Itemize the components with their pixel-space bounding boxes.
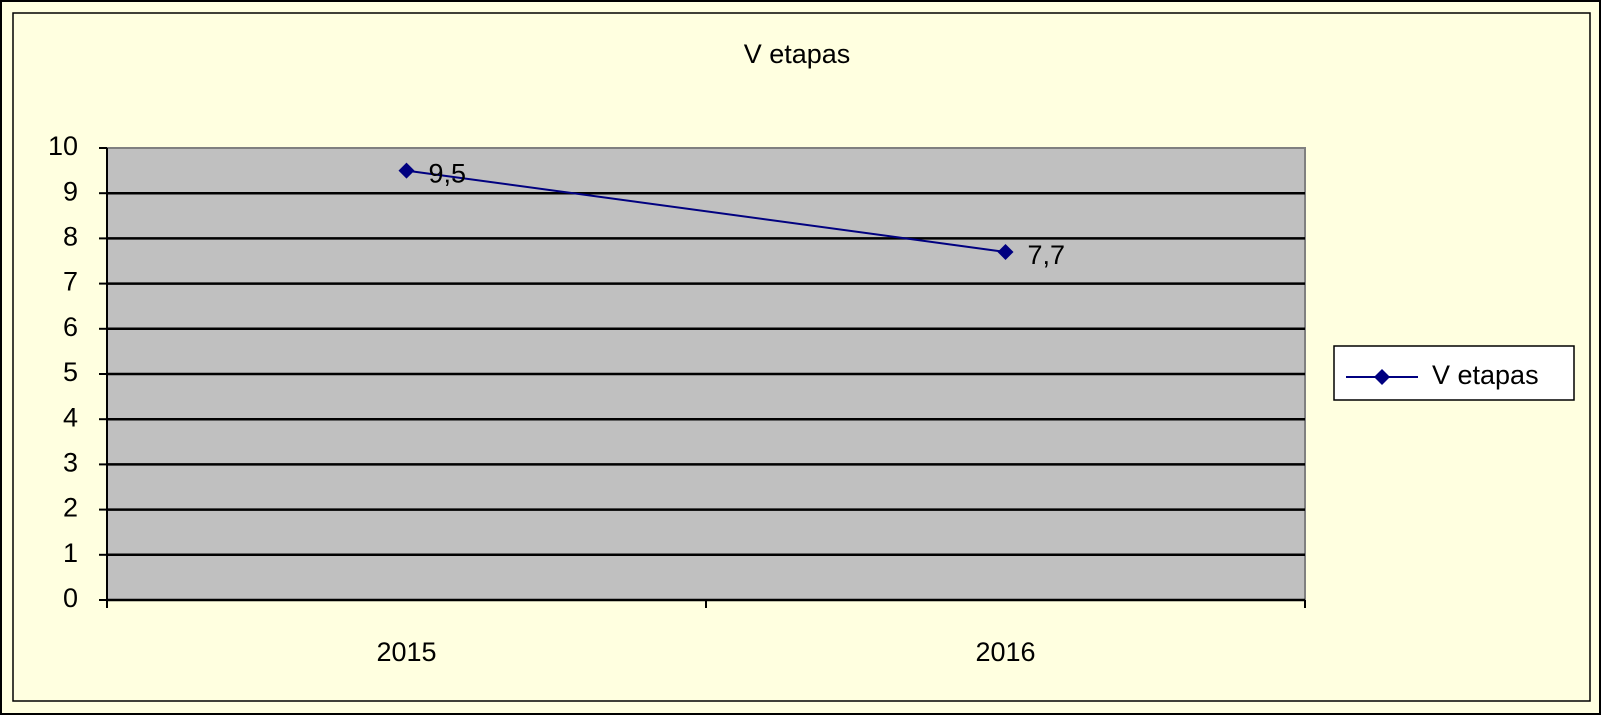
data-label: 9,5 [429,159,467,189]
y-tick-label: 10 [48,131,78,161]
y-tick-label: 5 [63,357,78,387]
y-tick-label: 6 [63,312,78,342]
y-tick-label: 8 [63,222,78,252]
x-tick-label: 2016 [975,637,1035,667]
marker [997,243,1014,260]
series-line [406,169,1006,253]
y-tick-label: 0 [63,583,78,613]
y-tick-label: 3 [63,448,78,478]
chart-title: V etapas [744,39,851,69]
y-tick-label: 2 [63,493,78,523]
y-tick-label: 7 [63,267,78,297]
y-tick-label: 9 [63,176,78,206]
y-tick-label: 1 [63,538,78,568]
y-tick-label: 4 [63,402,78,432]
legend-box [1333,345,1575,401]
legend-label: V etapas [1432,360,1539,390]
marker [398,162,415,179]
legend-marker [1374,369,1390,385]
data-label: 7,7 [1028,240,1066,270]
x-tick-label: 2015 [376,637,436,667]
